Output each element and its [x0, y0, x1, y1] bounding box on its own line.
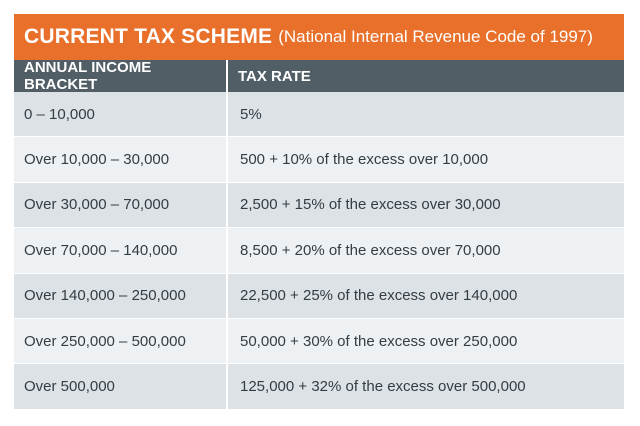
title-main: CURRENT TAX SCHEME — [24, 25, 273, 48]
table-row: Over 140,000 – 250,000 22,500 + 25% of t… — [14, 273, 624, 319]
table-row: Over 70,000 – 140,000 8,500 + 20% of the… — [14, 228, 624, 274]
cell-income-bracket: Over 500,000 — [14, 364, 228, 409]
header-income-bracket: ANNUAL INCOME BRACKET — [14, 59, 228, 93]
table-row: Over 250,000 – 500,000 50,000 + 30% of t… — [14, 318, 624, 365]
cell-tax-rate: 50,000 + 30% of the excess over 250,000 — [240, 332, 518, 350]
cell-income-bracket: Over 30,000 – 70,000 — [14, 182, 228, 228]
cell-tax-rate: 22,500 + 25% of the excess over 140,000 — [240, 287, 518, 305]
table-header: ANNUAL INCOME BRACKET TAX RATE — [14, 59, 624, 93]
table-row: Over 10,000 – 30,000 500 + 10% of the ex… — [14, 137, 624, 183]
cell-tax-rate: 500 + 10% of the excess over 10,000 — [240, 151, 489, 169]
cell-income-bracket: Over 70,000 – 140,000 — [14, 228, 228, 273]
cell-income-bracket: Over 250,000 – 500,000 — [14, 318, 228, 364]
cell-income-bracket: Over 10,000 – 30,000 — [14, 137, 228, 182]
cell-tax-rate: 2,500 + 15% of the excess over 30,000 — [240, 196, 501, 214]
title-subtitle: (National Internal Revenue Code of 1997) — [278, 27, 593, 46]
table-row: 0 – 10,000 5% — [14, 92, 624, 138]
cell-tax-rate: 5% — [240, 105, 262, 123]
header-tax-rate: TAX RATE — [238, 67, 311, 85]
cell-tax-rate: 8,500 + 20% of the excess over 70,000 — [240, 241, 501, 259]
cell-income-bracket: 0 – 10,000 — [14, 92, 228, 137]
tax-scheme-card: CURRENT TAX SCHEME (National Internal Re… — [14, 14, 624, 410]
cell-income-bracket: Over 140,000 – 250,000 — [14, 273, 228, 318]
title-bar: CURRENT TAX SCHEME (National Internal Re… — [14, 14, 624, 60]
table-row: Over 500,000 125,000 + 32% of the excess… — [14, 364, 624, 410]
table-row: Over 30,000 – 70,000 2,500 + 15% of the … — [14, 182, 624, 229]
cell-tax-rate: 125,000 + 32% of the excess over 500,000 — [240, 378, 526, 396]
table-body: 0 – 10,000 5% Over 10,000 – 30,000 500 +… — [14, 92, 624, 410]
